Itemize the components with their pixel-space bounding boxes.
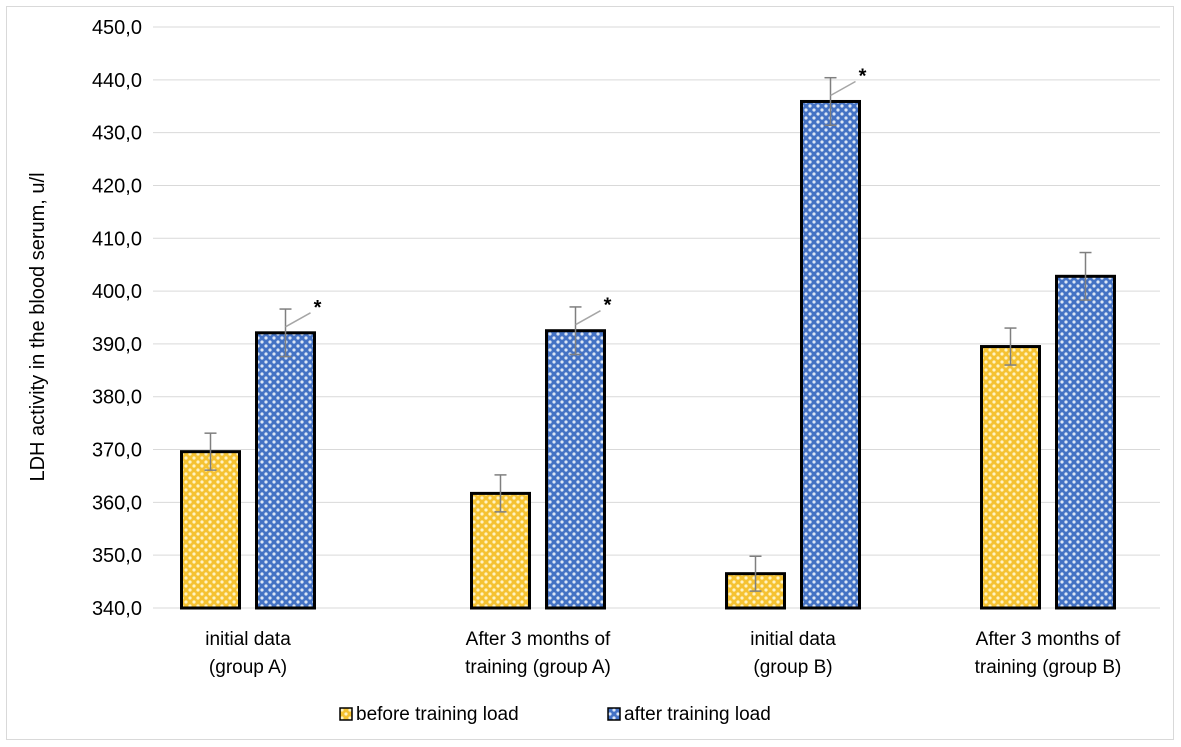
significance-leader bbox=[575, 310, 601, 326]
bar-before-0 bbox=[180, 450, 241, 610]
legend-label-after: after training load bbox=[624, 704, 771, 725]
legend-swatch-before bbox=[339, 707, 353, 721]
legend: before training load after training load bbox=[339, 704, 771, 725]
y-tick-label: 430,0 bbox=[92, 123, 142, 145]
category-label: (group B) bbox=[753, 657, 832, 678]
category-label: (group A) bbox=[209, 657, 287, 678]
category-label: initial data bbox=[205, 629, 291, 650]
y-tick-label: 360,0 bbox=[92, 492, 142, 514]
y-tick-label: 420,0 bbox=[92, 175, 142, 197]
significance-leader bbox=[830, 80, 856, 97]
y-tick-label: 340,0 bbox=[92, 598, 142, 620]
bar-after-1 bbox=[545, 329, 606, 610]
category-label: After 3 months of bbox=[976, 629, 1121, 650]
y-tick-label: 390,0 bbox=[92, 334, 142, 356]
y-axis-label: LDH activity in the blood serum, u/l bbox=[27, 172, 49, 481]
category-label: training (group A) bbox=[465, 657, 611, 678]
y-tick-label: 370,0 bbox=[92, 440, 142, 462]
y-tick-label: 350,0 bbox=[92, 545, 142, 567]
y-tick-label: 450,0 bbox=[92, 17, 142, 39]
significance-marker: * bbox=[859, 65, 867, 87]
significance-leader bbox=[285, 312, 311, 328]
bar-after-2 bbox=[800, 99, 861, 610]
y-tick-label: 400,0 bbox=[92, 281, 142, 303]
category-label: training (group B) bbox=[975, 657, 1122, 678]
category-label: initial data bbox=[750, 629, 836, 650]
legend-label-before: before training load bbox=[356, 704, 519, 725]
significance-marker: * bbox=[314, 297, 322, 319]
y-tick-label: 440,0 bbox=[92, 70, 142, 92]
category-label: After 3 months of bbox=[466, 629, 611, 650]
y-tick-label: 410,0 bbox=[92, 228, 142, 250]
bars: * * * bbox=[180, 65, 1116, 610]
bar-after-3 bbox=[1055, 274, 1116, 610]
y-tick-label: 380,0 bbox=[92, 387, 142, 409]
x-axis-categories: initial data (group A) After 3 months of tr… bbox=[205, 629, 1121, 678]
bar-after-0 bbox=[255, 331, 316, 610]
y-axis-ticks: 340,0 350,0 360,0 370,0 380,0 390,0 400,0 410,0… bbox=[92, 17, 142, 620]
legend-swatch-after bbox=[607, 707, 621, 721]
significance-marker: * bbox=[604, 295, 612, 317]
bar-before-3 bbox=[980, 345, 1041, 610]
